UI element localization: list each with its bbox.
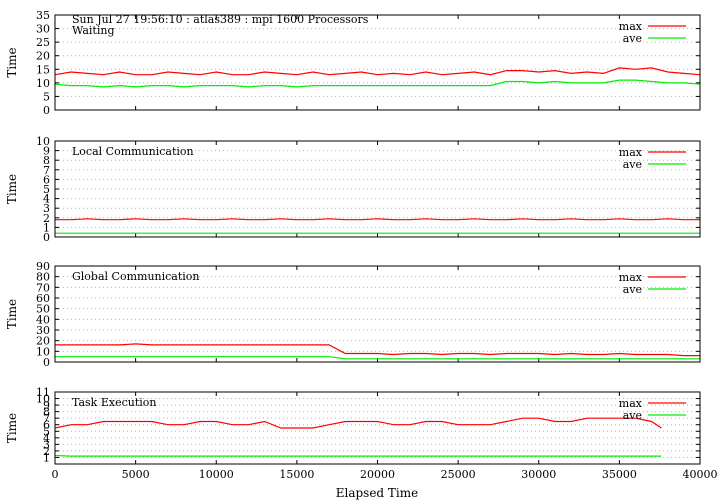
- y-tick-label: 0: [43, 356, 50, 369]
- y-tick-label: 25: [36, 36, 50, 49]
- series-max-line: [55, 218, 700, 221]
- series-max-line: [55, 343, 700, 357]
- x-tick-label: 25000: [441, 468, 476, 481]
- plot-frame: [54, 140, 701, 238]
- series-ave-line: [54, 79, 701, 88]
- y-tick-label: 10: [36, 345, 50, 358]
- y-tick-label: 8: [43, 406, 50, 419]
- y-axis-label: Time: [5, 299, 19, 329]
- y-tick-label: 10: [36, 77, 50, 90]
- x-tick-label: 35000: [602, 468, 637, 481]
- chart-header: Sun Jul 27 19:56:10 : atlas389 : mpi 160…: [72, 13, 369, 26]
- y-tick-label: 11: [36, 386, 50, 399]
- y-tick-label: 30: [36, 23, 50, 36]
- legend-label: ave: [623, 409, 642, 422]
- series-max-line: [54, 417, 662, 429]
- y-tick-label: 3: [43, 202, 50, 215]
- y-tick-label: 5: [43, 90, 50, 103]
- y-tick-label: 0: [43, 231, 50, 244]
- y-tick-label: 1: [43, 221, 50, 234]
- legend-label: max: [619, 146, 643, 159]
- y-tick-label: 40: [36, 313, 50, 326]
- y-tick-label: 10: [36, 393, 50, 406]
- y-axis-label: Time: [5, 47, 19, 77]
- y-tick-label: 7: [43, 412, 50, 425]
- series-max-line: [54, 67, 701, 76]
- y-tick-label: 4: [43, 432, 50, 445]
- y-tick-label: 8: [43, 154, 50, 167]
- y-tick-label: 15: [36, 63, 50, 76]
- y-tick-label: 90: [36, 260, 50, 273]
- y-tick-label: 20: [36, 335, 50, 348]
- y-tick-label: 9: [43, 399, 50, 412]
- panel-title: Waiting: [72, 24, 115, 37]
- x-tick-label: 5000: [122, 468, 150, 481]
- y-axis-label: Time: [5, 413, 19, 443]
- y-tick-label: 3: [43, 438, 50, 451]
- legend-label: max: [619, 271, 643, 284]
- y-tick-label: 9: [43, 145, 50, 158]
- y-tick-label: 4: [43, 193, 50, 206]
- y-tick-label: 50: [36, 303, 50, 316]
- y-tick-label: 80: [36, 271, 50, 284]
- plot-frame: [54, 14, 701, 111]
- y-tick-label: 7: [43, 164, 50, 177]
- plot-frame: [54, 265, 701, 363]
- x-tick-label: 10000: [199, 468, 234, 481]
- y-tick-label: 10: [36, 135, 50, 148]
- y-tick-label: 30: [36, 324, 50, 337]
- panel-title: Local Communication: [72, 145, 194, 158]
- y-axis-label: Time: [5, 174, 19, 204]
- y-tick-label: 1: [43, 451, 50, 464]
- x-tick-label: 20000: [360, 468, 395, 481]
- y-tick-label: 0: [43, 104, 50, 117]
- x-axis-label: Elapsed Time: [336, 486, 419, 500]
- legend-label: ave: [623, 283, 642, 296]
- plot-frame: [54, 391, 701, 465]
- x-tick-label: 0: [52, 468, 59, 481]
- series-ave-line: [54, 454, 662, 457]
- legend-label: ave: [623, 32, 642, 45]
- x-tick-label: 40000: [683, 468, 718, 481]
- y-tick-label: 2: [43, 212, 50, 225]
- series-ave-line: [55, 356, 700, 360]
- panel-title: Task Execution: [72, 396, 156, 409]
- y-tick-label: 5: [43, 425, 50, 438]
- y-tick-label: 6: [43, 173, 50, 186]
- panel-title: Global Communication: [72, 270, 200, 283]
- legend-label: max: [619, 20, 643, 33]
- y-tick-label: 6: [43, 419, 50, 432]
- x-tick-label: 15000: [279, 468, 314, 481]
- legend-label: max: [619, 397, 643, 410]
- y-tick-label: 20: [36, 50, 50, 63]
- y-tick-label: 35: [36, 9, 50, 22]
- y-tick-label: 5: [43, 183, 50, 196]
- y-tick-label: 60: [36, 292, 50, 305]
- y-tick-label: 2: [43, 445, 50, 458]
- legend-label: ave: [623, 158, 642, 171]
- x-tick-label: 30000: [521, 468, 556, 481]
- y-tick-label: 70: [36, 281, 50, 294]
